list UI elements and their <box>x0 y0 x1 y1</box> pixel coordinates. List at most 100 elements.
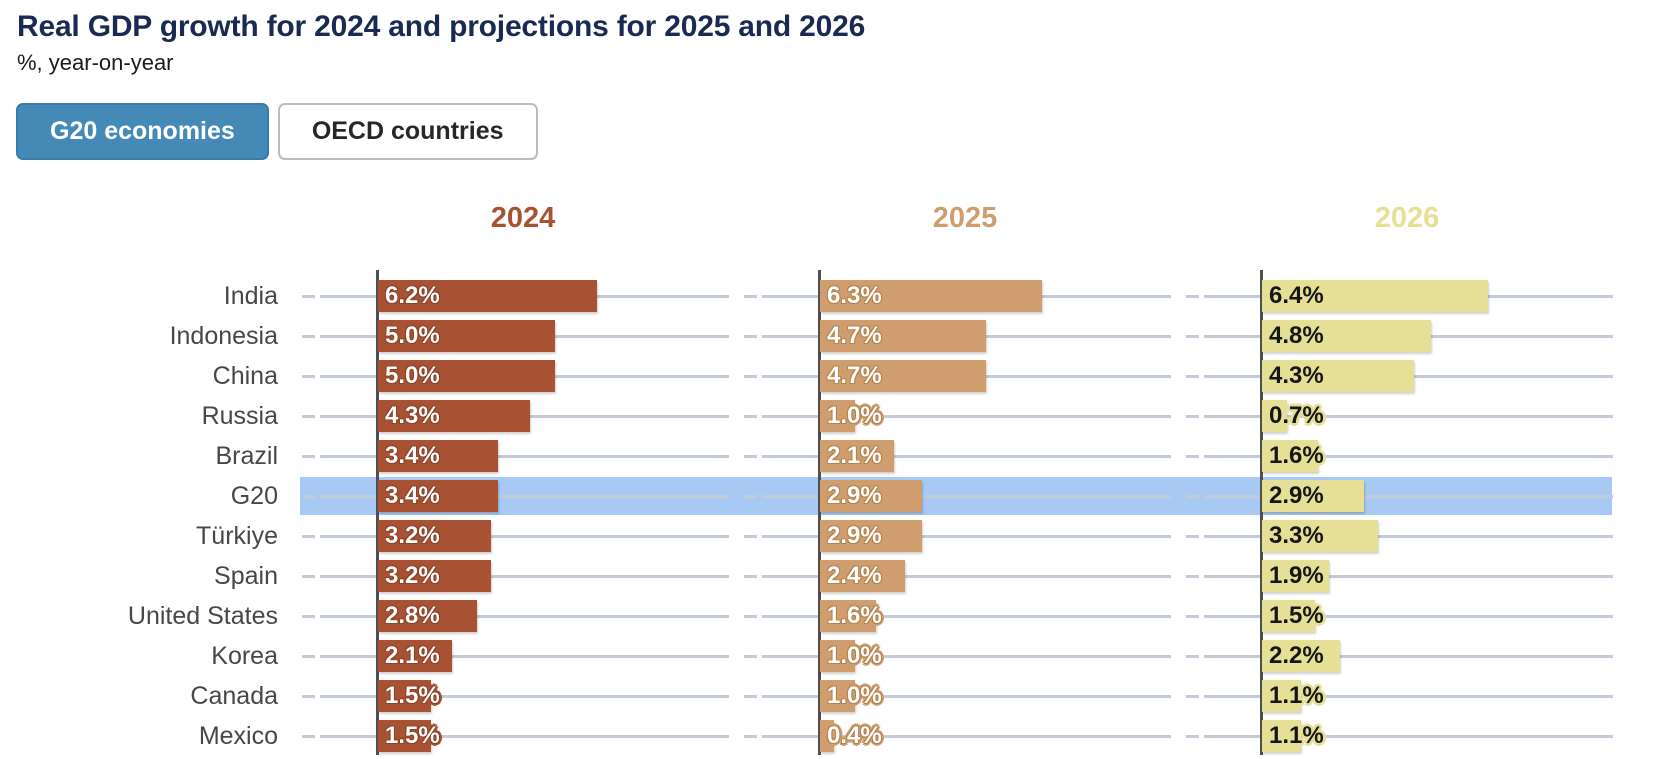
bar-value-label: 2.4% <box>827 562 882 589</box>
grid-line <box>762 414 1171 418</box>
grid-line <box>762 614 1171 618</box>
grid-tick <box>744 654 757 658</box>
country-label: Türkiye <box>196 522 278 550</box>
gdp-bar <box>820 480 922 512</box>
grid-line <box>1204 534 1613 538</box>
bar-value-label: 2.2% <box>1269 642 1324 669</box>
gdp-bar <box>820 560 905 592</box>
gdp-bar <box>378 440 498 472</box>
axis-line <box>818 270 821 755</box>
gdp-bar <box>820 280 1042 312</box>
grid-line <box>762 654 1171 658</box>
gdp-bar <box>820 440 894 472</box>
bar-value-label: 1.6% <box>827 602 882 629</box>
bar-value-label: 2.9% <box>827 482 882 509</box>
country-label: G20 <box>230 482 278 510</box>
country-label: India <box>223 282 278 310</box>
grid-tick <box>744 494 757 498</box>
grid-tick <box>1186 454 1199 458</box>
gdp-bar <box>1262 640 1340 672</box>
grid-tick <box>302 574 315 578</box>
bar-value-label: 6.4% <box>1269 282 1324 309</box>
gdp-bar <box>1262 360 1414 392</box>
country-label: Canada <box>190 682 278 710</box>
gdp-bar <box>820 400 855 432</box>
bar-value-label: 1.6% <box>1269 442 1324 469</box>
grid-tick <box>302 734 315 738</box>
grid-line <box>762 534 1171 538</box>
grid-tick <box>302 294 315 298</box>
gdp-bar <box>378 360 555 392</box>
gdp-bar <box>820 600 876 632</box>
grid-tick <box>744 414 757 418</box>
axis-line <box>376 270 379 755</box>
gdp-bar <box>378 560 491 592</box>
bar-value-label: 4.3% <box>1269 362 1324 389</box>
grid-tick <box>744 574 757 578</box>
grid-tick <box>302 614 315 618</box>
year-header: 2024 <box>490 202 556 234</box>
bar-value-label: 3.2% <box>385 522 440 549</box>
country-label: China <box>212 362 278 390</box>
grid-tick <box>1186 614 1199 618</box>
grid-line <box>320 694 729 698</box>
gdp-bar <box>1262 320 1431 352</box>
country-label: United States <box>127 602 278 630</box>
gdp-bar <box>1262 400 1287 432</box>
grid-line <box>1204 414 1613 418</box>
grid-line <box>320 574 729 578</box>
gdp-bar <box>378 520 491 552</box>
bar-value-label: 3.3% <box>1269 522 1324 549</box>
bar-value-label: 4.8% <box>1269 322 1324 349</box>
grid-line <box>320 534 729 538</box>
grid-line <box>1204 574 1613 578</box>
grid-tick <box>302 454 315 458</box>
bar-value-label: 3.4% <box>385 442 440 469</box>
gdp-bar <box>820 720 834 752</box>
grid-line <box>1204 614 1613 618</box>
gdp-bar <box>1262 680 1301 712</box>
bar-value-label: 3.2% <box>385 562 440 589</box>
bar-value-label: 4.7% <box>827 322 882 349</box>
grid-line <box>762 734 1171 738</box>
grid-tick <box>302 374 315 378</box>
axis-line <box>1260 270 1263 755</box>
gdp-bar <box>1262 480 1364 512</box>
grid-line <box>1204 734 1613 738</box>
grid-line <box>320 494 729 498</box>
gdp-bar <box>378 640 452 672</box>
bar-value-label: 2.1% <box>385 642 440 669</box>
g20-economies-button[interactable]: G20 economies <box>16 103 269 160</box>
grid-tick <box>744 694 757 698</box>
country-label: Indonesia <box>169 322 278 350</box>
gdp-bar <box>378 680 431 712</box>
grid-line <box>1204 494 1613 498</box>
gdp-bar <box>1262 520 1378 552</box>
oecd-countries-button[interactable]: OECD countries <box>277 103 538 160</box>
grid-tick <box>744 734 757 738</box>
grid-line <box>1204 454 1613 458</box>
bar-value-label: 4.3% <box>385 402 440 429</box>
gdp-bar <box>1262 560 1329 592</box>
bar-value-label: 0.4% <box>827 722 882 749</box>
grid-tick <box>1186 334 1199 338</box>
bar-value-label: 6.2% <box>385 282 440 309</box>
grid-tick <box>302 334 315 338</box>
bar-value-label: 5.0% <box>385 322 440 349</box>
grid-tick <box>302 494 315 498</box>
bar-value-label: 1.5% <box>385 682 440 709</box>
grid-tick <box>744 334 757 338</box>
bar-value-label: 2.8% <box>385 602 440 629</box>
grid-tick <box>1186 534 1199 538</box>
gdp-bar <box>1262 440 1318 472</box>
dataset-toggle-group: G20 economies OECD countries <box>16 103 538 160</box>
gdp-bar <box>378 720 431 752</box>
country-label: Russia <box>201 402 278 430</box>
grid-line <box>1204 694 1613 698</box>
grid-line <box>320 454 729 458</box>
gdp-bar <box>378 480 498 512</box>
grid-tick <box>1186 494 1199 498</box>
page-title: Real GDP growth for 2024 and projections… <box>17 10 866 43</box>
